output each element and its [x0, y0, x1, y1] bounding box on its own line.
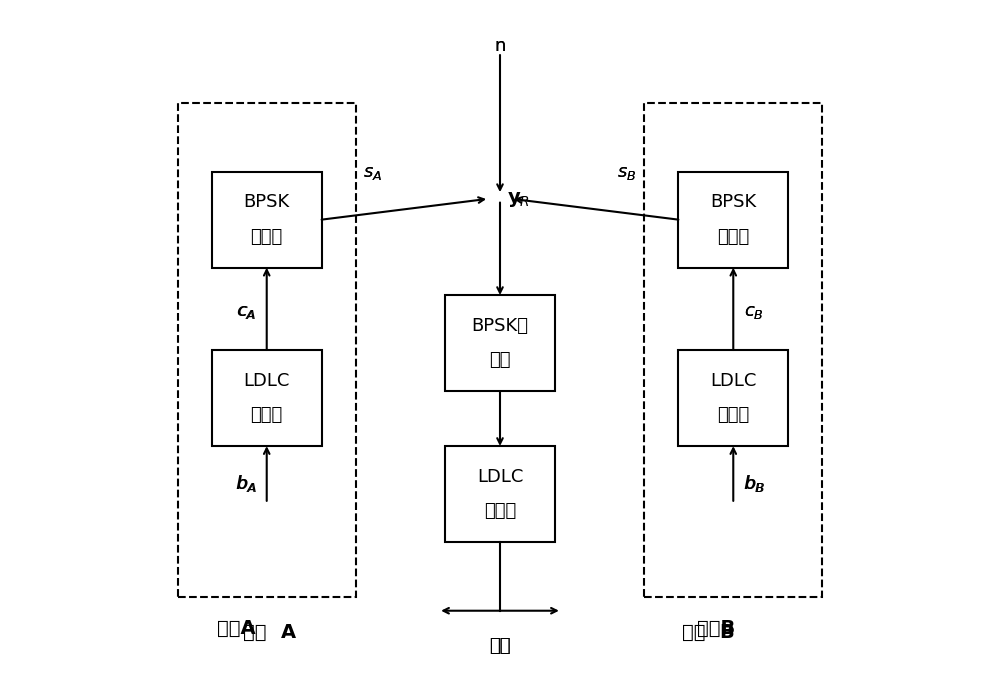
FancyBboxPatch shape [678, 172, 788, 267]
Text: LDLC: LDLC [477, 468, 523, 486]
Text: $b_B$: $b_B$ [743, 473, 765, 494]
Text: 节点: 节点 [682, 622, 706, 642]
Text: $b_A$: $b_A$ [236, 473, 257, 494]
Text: $s_A$: $s_A$ [363, 164, 383, 182]
Text: 节点: 节点 [243, 622, 267, 642]
Text: A: A [280, 622, 296, 642]
Text: $\mathbf{y}_R$: $\mathbf{y}_R$ [507, 190, 530, 209]
Text: 节点A: 节点A [217, 620, 255, 638]
Text: 广播: 广播 [489, 637, 511, 655]
Text: BPSK: BPSK [710, 193, 756, 211]
Text: 编码器: 编码器 [717, 406, 749, 424]
Text: 调制器: 调制器 [717, 228, 749, 246]
Text: LDLC: LDLC [710, 372, 756, 390]
Text: 译码器: 译码器 [484, 502, 516, 520]
Text: $s_B$: $s_B$ [617, 164, 637, 182]
FancyBboxPatch shape [445, 295, 555, 391]
FancyBboxPatch shape [212, 172, 322, 267]
FancyBboxPatch shape [678, 350, 788, 446]
Text: 编码器: 编码器 [251, 406, 283, 424]
Text: $c_A$: $c_A$ [236, 303, 256, 321]
FancyBboxPatch shape [445, 446, 555, 542]
Text: 调制器: 调制器 [251, 228, 283, 246]
Text: $s_B$: $s_B$ [617, 164, 637, 182]
Text: 广播: 广播 [489, 637, 511, 655]
Text: $b_A$: $b_A$ [235, 473, 256, 494]
Text: n: n [494, 37, 506, 55]
FancyBboxPatch shape [212, 350, 322, 446]
Text: $b_B$: $b_B$ [744, 473, 765, 494]
Text: 节点B: 节点B [697, 620, 735, 638]
Text: B: B [720, 622, 734, 642]
Text: $s_A$: $s_A$ [363, 164, 383, 182]
Text: $c_B$: $c_B$ [744, 303, 763, 321]
Text: BPSK: BPSK [244, 193, 290, 211]
Text: LDLC: LDLC [244, 372, 290, 390]
Text: 调器: 调器 [489, 351, 511, 370]
Text: $c_B$: $c_B$ [744, 303, 764, 321]
Text: n: n [494, 37, 506, 55]
Text: $c_A$: $c_A$ [237, 303, 256, 321]
Text: BPSK解: BPSK解 [472, 317, 528, 335]
